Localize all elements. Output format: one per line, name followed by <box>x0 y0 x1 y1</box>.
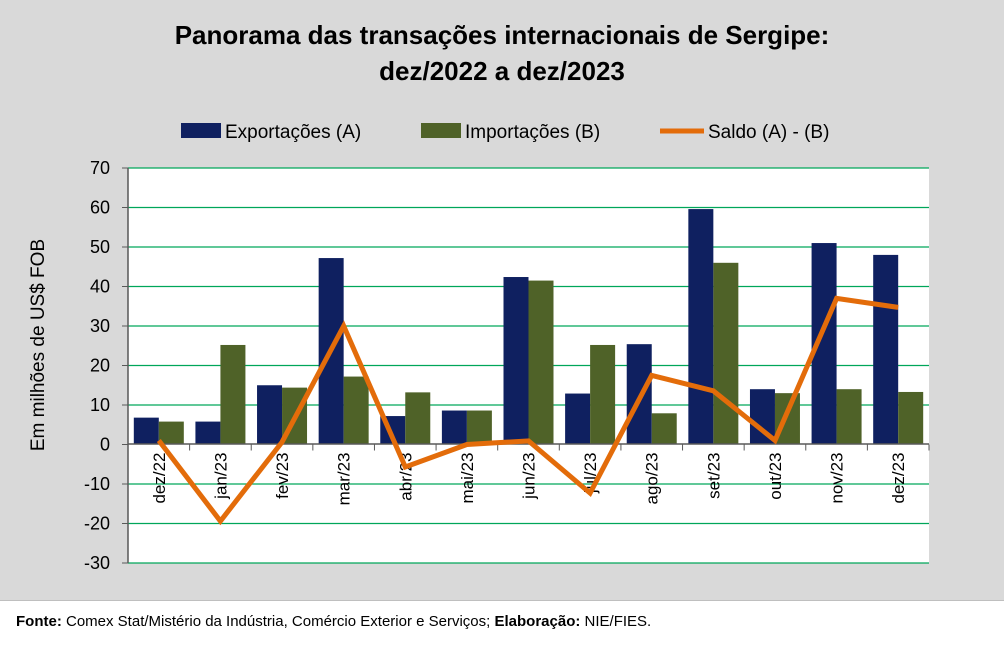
exportacoes-bar <box>133 417 159 445</box>
y-tick-label: 10 <box>90 395 110 415</box>
importacoes-bar <box>466 410 492 445</box>
y-tick-label: 70 <box>90 158 110 178</box>
exportacoes-bar <box>873 254 899 445</box>
footer-source-label: Fonte: <box>16 613 62 630</box>
x-tick-label: mai/23 <box>458 453 477 504</box>
footer: Fonte: Comex Stat/Mistério da Indústria,… <box>0 600 1004 647</box>
importacoes-bar <box>898 391 924 445</box>
legend-label-importacoes: Importações (B) <box>465 122 600 143</box>
y-tick-label: 20 <box>90 356 110 376</box>
footer-source-text: Comex Stat/Mistério da Indústria, Comérc… <box>61 613 495 630</box>
footer-credit-label: Elaboração: <box>494 613 581 630</box>
exportacoes-bar <box>503 277 529 445</box>
y-tick-label: 0 <box>100 435 110 455</box>
exportacoes-bar <box>195 421 221 445</box>
saldo-line-group <box>156 295 899 526</box>
y-tick-label: -30 <box>84 553 110 573</box>
x-tick-label: mar/23 <box>335 453 354 506</box>
x-tick-label: dez/23 <box>889 453 908 504</box>
x-tick-label: ago/23 <box>643 453 662 505</box>
y-tick-label: 40 <box>90 277 110 297</box>
importacoes-bar <box>651 413 677 445</box>
x-tick-label: out/23 <box>766 453 785 500</box>
legend-swatch-importacoes <box>421 123 461 138</box>
exportacoes-bar <box>257 385 283 445</box>
legend-label-saldo: Saldo (A) - (B) <box>708 122 829 143</box>
y-tick-label: 30 <box>90 316 110 336</box>
y-tick-label: -20 <box>84 514 110 534</box>
legend: Exportações (A) Importações (B) Saldo (A… <box>181 122 829 143</box>
footer-credit-text: NIE/FIES. <box>580 613 652 630</box>
importacoes-bar <box>590 344 616 445</box>
importacoes-bar <box>220 344 246 445</box>
y-tick-label: 50 <box>90 237 110 257</box>
importacoes-bar <box>405 392 431 445</box>
y-axis-label: Em milhões de US$ FOB <box>28 239 49 451</box>
x-tick-label: nov/23 <box>828 453 847 504</box>
importacoes-bar <box>158 421 184 445</box>
importacoes-bar <box>836 389 862 445</box>
exportacoes-bar <box>565 393 591 445</box>
y-tick-label: 60 <box>90 198 110 218</box>
x-axis-ticks: dez/22 jan/23 fev/23 mar/23 abr/23 mai/23 jun/… <box>127 444 930 506</box>
exportacoes-bar <box>441 410 467 445</box>
x-tick-label: jan/23 <box>211 453 230 500</box>
chart-title: Panorama das transações internacionais d… <box>175 20 830 50</box>
exportacoes-bar <box>688 209 714 445</box>
x-tick-label: dez/22 <box>150 453 169 504</box>
importacoes-bar <box>343 376 369 445</box>
x-tick-label: set/23 <box>704 453 723 499</box>
y-axis-ticks: 70 60 50 40 30 20 10 0 -10 -20 -30 <box>84 158 128 573</box>
x-tick-label: jun/23 <box>520 453 539 500</box>
importacoes-bar <box>713 262 739 445</box>
x-tick-label: fev/23 <box>273 453 292 499</box>
chart-subtitle: dez/2022 a dez/2023 <box>379 56 625 86</box>
chart: Panorama das transações internacionais d… <box>28 20 930 573</box>
legend-label-exportacoes: Exportações (A) <box>225 122 361 143</box>
importacoes-bar <box>528 280 554 445</box>
legend-swatch-exportacoes <box>181 123 221 138</box>
x-tick-label: abr/23 <box>396 453 415 501</box>
y-tick-label: -10 <box>84 474 110 494</box>
saldo-line <box>156 295 899 526</box>
